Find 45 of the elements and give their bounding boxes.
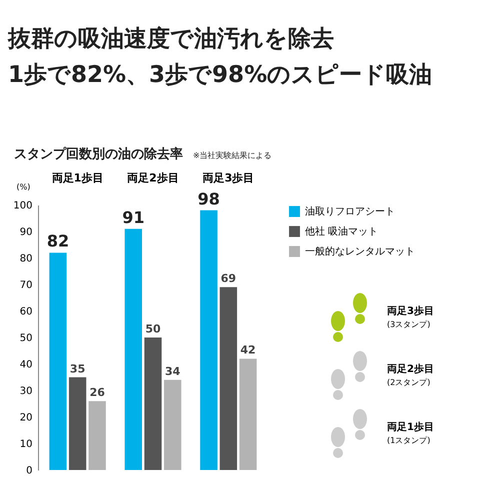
- x-tick-label: 両足1歩目: [52, 172, 104, 184]
- legend-label: 他社 吸油マット: [305, 226, 378, 238]
- data-label: 69: [220, 272, 236, 286]
- data-label: 35: [70, 362, 86, 376]
- y-tick-label: 90: [20, 227, 32, 238]
- data-label: 42: [240, 344, 256, 357]
- legend-label: 油取りフロアシート: [305, 206, 395, 218]
- data-label: 26: [90, 386, 106, 400]
- data-label: 34: [164, 364, 181, 378]
- data-label: 50: [145, 322, 161, 336]
- y-tick-label: 0: [26, 466, 32, 476]
- data-label: 91: [122, 208, 144, 227]
- data-label: 82: [46, 232, 70, 251]
- bar: [220, 287, 238, 470]
- bar: [144, 338, 162, 470]
- text: ※当社実験結果による: [193, 151, 272, 160]
- bar: [49, 252, 67, 470]
- bar: [239, 358, 257, 470]
- y-tick-label: 30: [20, 386, 32, 397]
- x-tick-label: 両足2歩目: [127, 172, 179, 184]
- chart-title: 抜群の吸油速度で油汚れを除去 1歩で82%、3歩で98%のスピード吸油: [8, 25, 432, 90]
- text: (2スタンプ): [387, 376, 432, 388]
- text: (3スタンプ): [387, 318, 432, 330]
- y-tick-label: 70: [20, 280, 32, 291]
- text: 両足1歩目: [387, 420, 434, 434]
- text: 両足3歩目: [387, 304, 434, 318]
- y-tick-label: 60: [20, 306, 32, 318]
- x-tick-label: 両足3歩目: [202, 172, 254, 184]
- y-tick-label: 40: [20, 360, 32, 370]
- text: 両足2歩目: [387, 362, 434, 376]
- y-tick-label: 80: [20, 254, 32, 264]
- y-tick-label: 10: [20, 439, 32, 450]
- bar: [68, 377, 86, 470]
- chart-subtitle: スタンプ回数別の油の除去率: [14, 147, 183, 162]
- y-tick-label: 50: [20, 333, 32, 344]
- text: (1スタンプ): [387, 434, 432, 446]
- bar: [88, 401, 106, 470]
- bar: [124, 228, 142, 470]
- bar: [164, 380, 182, 470]
- y-axis-title: (%): [16, 182, 30, 192]
- y-tick-label: 100: [13, 200, 32, 212]
- data-label: 98: [198, 189, 220, 208]
- legend-label: 一般的なレンタルマット: [305, 246, 415, 258]
- y-tick-label: 20: [20, 412, 32, 424]
- bar: [200, 210, 218, 470]
